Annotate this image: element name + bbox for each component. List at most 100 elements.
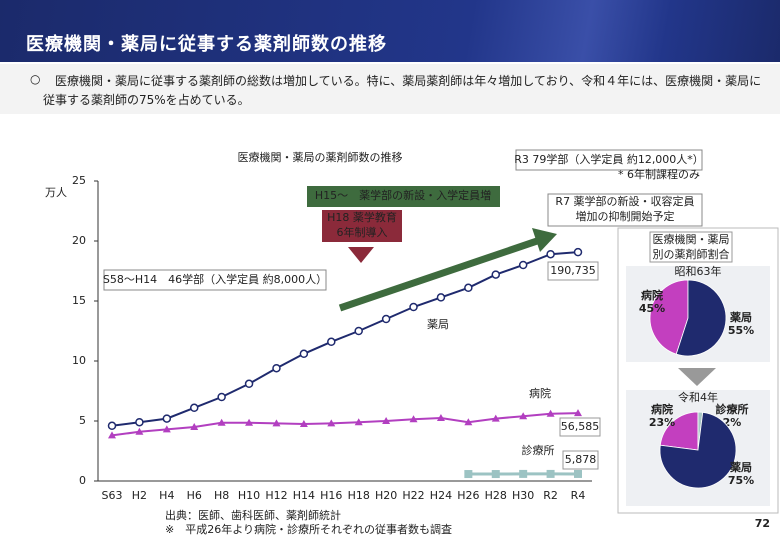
x-tick-label: S63 xyxy=(102,489,123,502)
annotation: R7 薬学部の新設・収容定員 xyxy=(555,194,694,208)
point xyxy=(217,418,226,426)
x-tick-label: R2 xyxy=(543,489,558,502)
pie-slice xyxy=(649,279,689,355)
annotation-box xyxy=(103,269,327,291)
bullet-text: 医療機関・薬局に従事する薬剤師の総数は増加している。特に、薬局薬剤師は年々増加し… xyxy=(43,74,762,107)
pie-title: 昭和63年 xyxy=(675,264,722,278)
series-name: 薬局 xyxy=(427,318,449,331)
point xyxy=(381,314,391,324)
annotation: H18 薬学教育 xyxy=(327,210,397,224)
point xyxy=(327,419,336,427)
y-tick-label: 0 xyxy=(79,474,86,487)
point xyxy=(436,414,445,421)
point xyxy=(464,418,473,426)
value-label-box xyxy=(562,450,599,470)
x-tick-label: H4 xyxy=(159,489,174,502)
y-axis-label: 万人 xyxy=(45,186,67,199)
annotation-box xyxy=(307,186,500,207)
point xyxy=(464,283,473,293)
point xyxy=(217,392,226,402)
annotation-box xyxy=(515,149,703,171)
header-bar: 医療機関・薬局に従事する薬剤師数の推移 xyxy=(0,0,780,62)
point xyxy=(491,470,500,479)
y-tick-label: 20 xyxy=(72,234,86,247)
summary: ○ 医療機関・薬局に従事する薬剤師の総数は増加している。特に、薬局薬剤師は年々増… xyxy=(0,64,780,114)
point xyxy=(189,403,199,413)
x-tick-label: H8 xyxy=(214,489,229,502)
value-label: 190,735 xyxy=(550,264,596,277)
point xyxy=(546,469,555,478)
point xyxy=(135,417,144,427)
y-tick-label: 25 xyxy=(72,174,86,187)
series-line xyxy=(111,412,579,437)
annotation: S58～H14 46学部（入学定員 約8,000人） xyxy=(103,272,327,286)
pie-value-label: 75% xyxy=(728,474,754,487)
source: ※ 平成26年より病院・診療所それぞれの従事者数も調査 xyxy=(165,522,452,536)
pie-label: 病院 xyxy=(651,402,673,416)
point xyxy=(519,469,528,478)
point xyxy=(436,293,446,302)
pie-value-label: 55% xyxy=(728,324,754,337)
point xyxy=(162,425,171,433)
x-tick-label: H18 xyxy=(348,489,370,502)
series-name: 病院 xyxy=(529,386,551,400)
annotation: * 6年制課程のみ xyxy=(618,167,700,181)
point xyxy=(464,470,473,479)
pie-label: 薬局 xyxy=(730,310,752,324)
x-tick-label: H22 xyxy=(402,489,424,502)
pie-label: 病院 xyxy=(641,288,663,302)
chart-title: 医療機関・薬局の薬剤師数の推移 xyxy=(238,150,403,164)
trend-arrow xyxy=(338,236,542,312)
pie-slice xyxy=(675,279,727,357)
point xyxy=(518,260,528,270)
x-tick-label: H24 xyxy=(430,489,452,502)
point xyxy=(409,302,418,312)
panel-title-box xyxy=(649,231,733,263)
x-tick-label: H12 xyxy=(265,489,287,502)
point xyxy=(299,349,309,359)
panel-title: 医療機関・薬局 xyxy=(653,232,730,246)
point xyxy=(491,414,500,422)
point xyxy=(546,249,555,259)
x-tick-label: H2 xyxy=(132,489,147,502)
point xyxy=(162,414,172,423)
point xyxy=(354,418,363,426)
point xyxy=(135,427,144,435)
y-tick-label: 5 xyxy=(79,414,86,427)
x-tick-label: H14 xyxy=(293,489,315,502)
point xyxy=(573,247,583,257)
down-arrow xyxy=(678,368,716,386)
point xyxy=(409,415,418,423)
point xyxy=(190,423,199,430)
panel-title: 別の薬剤師割合 xyxy=(653,247,730,261)
pie-label: 診療所 xyxy=(716,402,749,416)
annotation: 6年制導入 xyxy=(337,225,388,239)
point xyxy=(519,412,528,420)
value-label: 5,878 xyxy=(565,453,597,466)
annotation: H15～ 薬学部の新設・入学定員増 xyxy=(315,188,491,202)
series-line xyxy=(111,251,579,427)
annotation: 増加の抑制開始予定 xyxy=(576,209,675,223)
pie-label: 薬局 xyxy=(730,460,752,474)
value-label-box xyxy=(547,261,599,281)
point xyxy=(574,469,582,478)
trend-arrow-head xyxy=(532,228,557,252)
point xyxy=(574,409,582,417)
x-tick-label: H6 xyxy=(187,489,202,502)
annotation-box xyxy=(547,193,703,227)
x-tick-label: H10 xyxy=(238,489,260,502)
value-label-box xyxy=(559,417,601,437)
point xyxy=(108,431,116,439)
annotation-box xyxy=(322,210,402,242)
point xyxy=(354,326,363,336)
x-tick-label: H20 xyxy=(375,489,397,502)
point xyxy=(272,363,281,373)
point xyxy=(107,421,117,431)
pie-title: 令和4年 xyxy=(678,390,718,404)
pie-slice xyxy=(659,411,699,451)
annotation: R3 79学部（入学定員 約12,000人*） xyxy=(514,152,704,166)
pie-slice xyxy=(659,411,737,489)
y-tick-label: 15 xyxy=(72,294,86,307)
